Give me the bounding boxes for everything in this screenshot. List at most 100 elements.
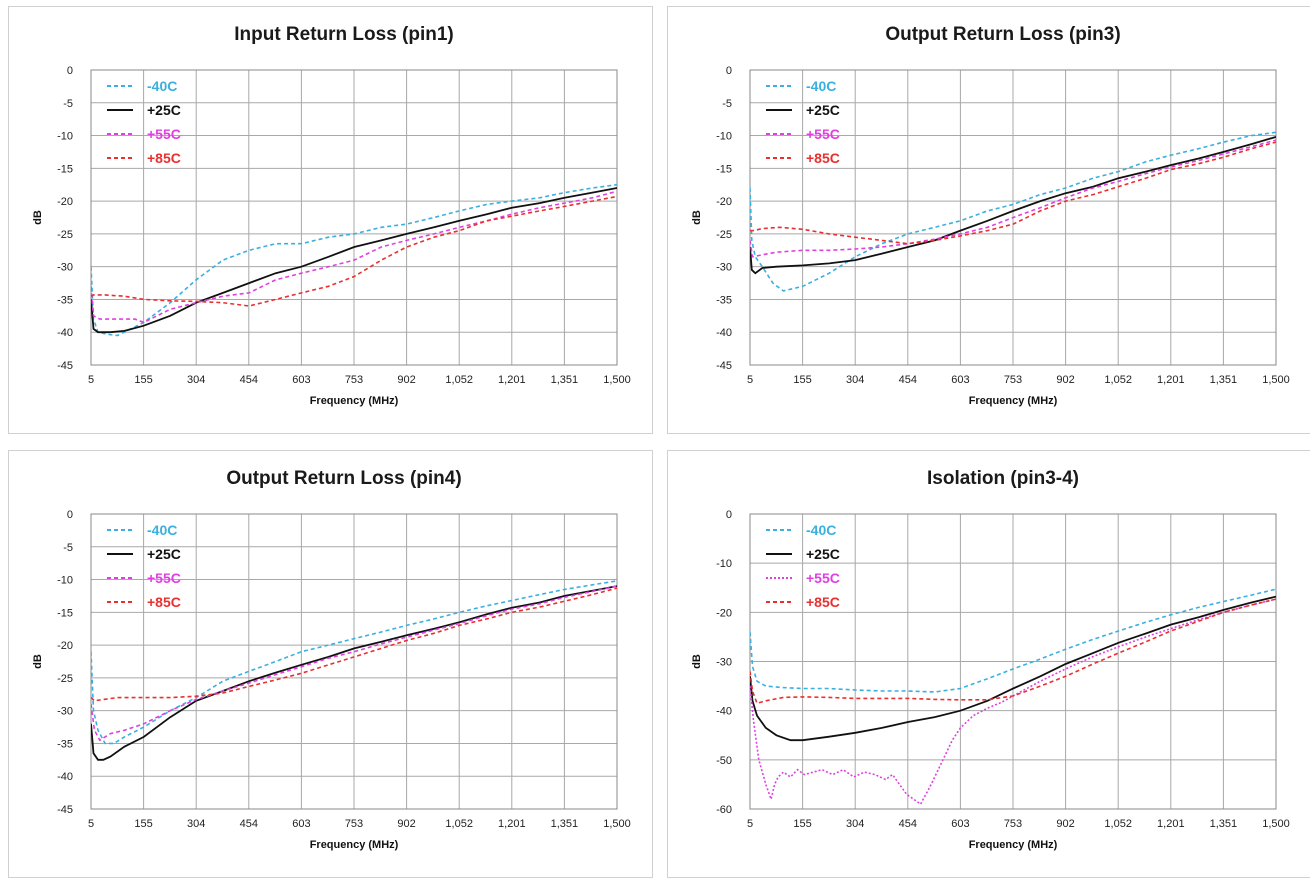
legend-label: +55C: [147, 570, 181, 586]
chart-title: Output Return Loss (pin4): [226, 468, 461, 489]
y-tick-label: -10: [57, 131, 73, 143]
x-tick-label: 1,351: [1210, 818, 1238, 830]
x-tick-label: 753: [345, 374, 363, 386]
x-tick-label: 1,201: [1157, 374, 1185, 386]
y-tick-label: -35: [57, 738, 73, 750]
y-tick-label: -30: [716, 262, 732, 274]
y-tick-label: -40: [716, 706, 732, 718]
y-tick-label: -40: [57, 327, 73, 339]
y-tick-label: -20: [57, 640, 73, 652]
x-tick-label: 454: [240, 374, 258, 386]
x-tick-label: 603: [292, 818, 310, 830]
legend-label: +55C: [806, 570, 840, 586]
legend-label: +25C: [806, 546, 840, 562]
y-tick-label: -15: [57, 607, 73, 619]
chart-svg: Input Return Loss (pin1) 5 155 304 454 603 753…: [9, 7, 653, 434]
y-tick-label: -20: [716, 607, 732, 619]
x-tick-label: 454: [899, 374, 917, 386]
x-tick-label: 1,201: [498, 374, 526, 386]
x-tick-label: 5: [747, 374, 753, 386]
legend-label: +85C: [806, 150, 840, 166]
chart-panel-input-return-loss: Input Return Loss (pin1) 5 155 304 454 603 753…: [8, 6, 653, 434]
chart-title: Output Return Loss (pin3): [885, 24, 1120, 45]
x-tick-label: 155: [134, 374, 152, 386]
legend-label: -40C: [147, 522, 177, 538]
legend-label: +85C: [806, 594, 840, 610]
y-tick-label: -20: [716, 196, 732, 208]
legend-label: +25C: [147, 546, 181, 562]
y-tick-label: 0: [67, 65, 73, 77]
y-tick-label: -35: [57, 294, 73, 306]
legend-label: +55C: [806, 126, 840, 142]
x-tick-label: 155: [793, 374, 811, 386]
legend-label: -40C: [147, 78, 177, 94]
y-tick-label: -30: [57, 706, 73, 718]
y-tick-label: -15: [57, 163, 73, 175]
legend-label: -40C: [806, 522, 836, 538]
y-tick-label: 0: [67, 509, 73, 521]
x-tick-label: 304: [187, 374, 205, 386]
legend-label: +25C: [806, 102, 840, 118]
x-tick-label: 5: [747, 818, 753, 830]
y-tick-label: -45: [716, 360, 732, 372]
y-tick-label: -40: [57, 771, 73, 783]
x-tick-label: 5: [88, 818, 94, 830]
x-tick-label: 304: [846, 818, 864, 830]
y-axis-label: dB: [691, 210, 703, 225]
x-tick-label: 304: [846, 374, 864, 386]
y-tick-label: -45: [57, 804, 73, 816]
x-tick-label: 1,500: [1262, 818, 1290, 830]
x-axis-label: Frequency (MHz): [310, 395, 399, 407]
legend-label: +25C: [147, 102, 181, 118]
y-tick-label: -15: [716, 163, 732, 175]
x-tick-label: 454: [899, 818, 917, 830]
chart-title: Isolation (pin3-4): [927, 468, 1079, 489]
x-tick-label: 902: [397, 818, 415, 830]
chart-panel-output-return-loss-pin3: Output Return Loss (pin3) 5 155 304 454 603 75…: [667, 6, 1310, 434]
y-tick-label: -25: [57, 673, 73, 685]
x-tick-label: 1,201: [1157, 818, 1185, 830]
chart-svg: Output Return Loss (pin4) 5 155 304 454 603 75…: [9, 451, 653, 878]
y-tick-label: -5: [63, 542, 73, 554]
y-tick-label: 0: [726, 65, 732, 77]
x-tick-label: 753: [1004, 818, 1022, 830]
legend-label: -40C: [806, 78, 836, 94]
x-tick-label: 1,052: [1104, 818, 1132, 830]
x-tick-label: 753: [345, 818, 363, 830]
x-tick-label: 902: [397, 374, 415, 386]
legend-label: +55C: [147, 126, 181, 142]
x-axis-label: Frequency (MHz): [969, 395, 1058, 407]
x-tick-label: 902: [1056, 374, 1074, 386]
x-tick-label: 1,351: [551, 818, 579, 830]
y-tick-label: -10: [716, 558, 732, 570]
x-axis-label: Frequency (MHz): [310, 839, 399, 851]
x-tick-label: 603: [951, 818, 969, 830]
legend-label: +85C: [147, 150, 181, 166]
chart-panel-isolation: Isolation (pin3-4) 5 155 304 454 603 753 902 1,0…: [667, 450, 1310, 878]
y-tick-label: -30: [716, 657, 732, 669]
chart-svg: Output Return Loss (pin3) 5 155 304 454 603 75…: [668, 7, 1310, 434]
y-tick-label: 0: [726, 509, 732, 521]
legend-label: +85C: [147, 594, 181, 610]
x-tick-label: 1,052: [1104, 374, 1132, 386]
y-axis-label: dB: [32, 654, 44, 669]
x-tick-label: 5: [88, 374, 94, 386]
y-tick-label: -10: [716, 131, 732, 143]
y-axis-label: dB: [691, 654, 703, 669]
x-tick-label: 304: [187, 818, 205, 830]
y-tick-label: -60: [716, 804, 732, 816]
x-tick-label: 454: [240, 818, 258, 830]
y-tick-label: -30: [57, 262, 73, 274]
x-tick-label: 1,500: [1262, 374, 1290, 386]
y-tick-label: -20: [57, 196, 73, 208]
x-tick-label: 1,201: [498, 818, 526, 830]
chart-svg: Isolation (pin3-4) 5 155 304 454 603 753 902 1,0…: [668, 451, 1310, 878]
x-axis-label: Frequency (MHz): [969, 839, 1058, 851]
y-tick-label: -25: [57, 229, 73, 241]
x-tick-label: 1,500: [603, 374, 631, 386]
chart-title: Input Return Loss (pin1): [234, 24, 454, 45]
x-tick-label: 1,052: [445, 818, 473, 830]
x-tick-label: 603: [292, 374, 310, 386]
y-tick-label: -25: [716, 229, 732, 241]
y-tick-label: -10: [57, 575, 73, 587]
